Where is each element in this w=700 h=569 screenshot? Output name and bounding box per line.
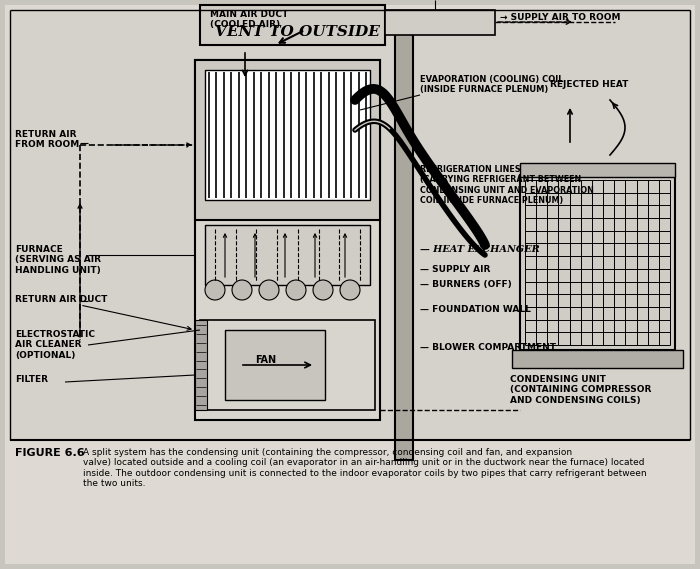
Text: EVAPORATION (COOLING) COIL
(INSIDE FURNACE PLENUM): EVAPORATION (COOLING) COIL (INSIDE FURNA… xyxy=(420,75,564,94)
Bar xyxy=(195,320,207,410)
Bar xyxy=(195,60,380,420)
Text: CONDENSING UNIT
(CONTAINING COMPRESSOR
AND CONDENSING COILS): CONDENSING UNIT (CONTAINING COMPRESSOR A… xyxy=(510,375,652,405)
Text: — FOUNDATION WALL: — FOUNDATION WALL xyxy=(420,305,531,314)
Bar xyxy=(205,70,370,200)
Text: — HEAT EXCHANGER: — HEAT EXCHANGER xyxy=(420,245,540,254)
Text: ELECTROSTATIC
AIR CLEANER
(OPTIONAL): ELECTROSTATIC AIR CLEANER (OPTIONAL) xyxy=(15,330,95,360)
Text: FIGURE 6.6: FIGURE 6.6 xyxy=(15,448,85,458)
Circle shape xyxy=(340,280,360,300)
Text: RETURN AIR
FROM ROOM: RETURN AIR FROM ROOM xyxy=(15,130,79,150)
Circle shape xyxy=(205,280,225,300)
Text: MAIN AIR DUCT
(COOLED AIR): MAIN AIR DUCT (COOLED AIR) xyxy=(210,10,288,30)
Text: FAN: FAN xyxy=(255,355,276,365)
Bar xyxy=(205,225,370,285)
Bar xyxy=(200,320,375,410)
Text: REJECTED HEAT: REJECTED HEAT xyxy=(550,80,629,89)
Circle shape xyxy=(232,280,252,300)
Text: FILTER: FILTER xyxy=(15,375,48,384)
Circle shape xyxy=(286,280,306,300)
Bar xyxy=(10,10,690,440)
Bar xyxy=(200,5,385,45)
Bar xyxy=(520,163,675,177)
Bar xyxy=(520,175,675,350)
Text: — BURNERS (OFF): — BURNERS (OFF) xyxy=(420,280,512,289)
Bar xyxy=(225,330,325,400)
Text: REFRIGERATION LINES
(CARRYING REFRIGERANT BETWEEN
CONDENSING UNIT AND EVAPORATIO: REFRIGERATION LINES (CARRYING REFRIGERAN… xyxy=(420,165,594,205)
Text: — BLOWER COMPARTMENT: — BLOWER COMPARTMENT xyxy=(420,343,556,352)
Text: A split system has the condensing unit (containing the compressor, condensing co: A split system has the condensing unit (… xyxy=(83,448,647,488)
Bar xyxy=(512,350,683,368)
Bar xyxy=(395,30,413,460)
Circle shape xyxy=(313,280,333,300)
Text: FURNACE
(SERVING AS AIR
HANDLING UNIT): FURNACE (SERVING AS AIR HANDLING UNIT) xyxy=(15,245,101,275)
Text: → SUPPLY AIR TO ROOM: → SUPPLY AIR TO ROOM xyxy=(500,13,620,22)
Bar xyxy=(385,10,495,35)
Bar xyxy=(195,60,380,220)
Text: — SUPPLY AIR: — SUPPLY AIR xyxy=(420,265,491,274)
Text: VENT TO OUTSIDE: VENT TO OUTSIDE xyxy=(215,25,380,39)
Circle shape xyxy=(259,280,279,300)
Text: RETURN AIR DUCT: RETURN AIR DUCT xyxy=(15,295,107,304)
